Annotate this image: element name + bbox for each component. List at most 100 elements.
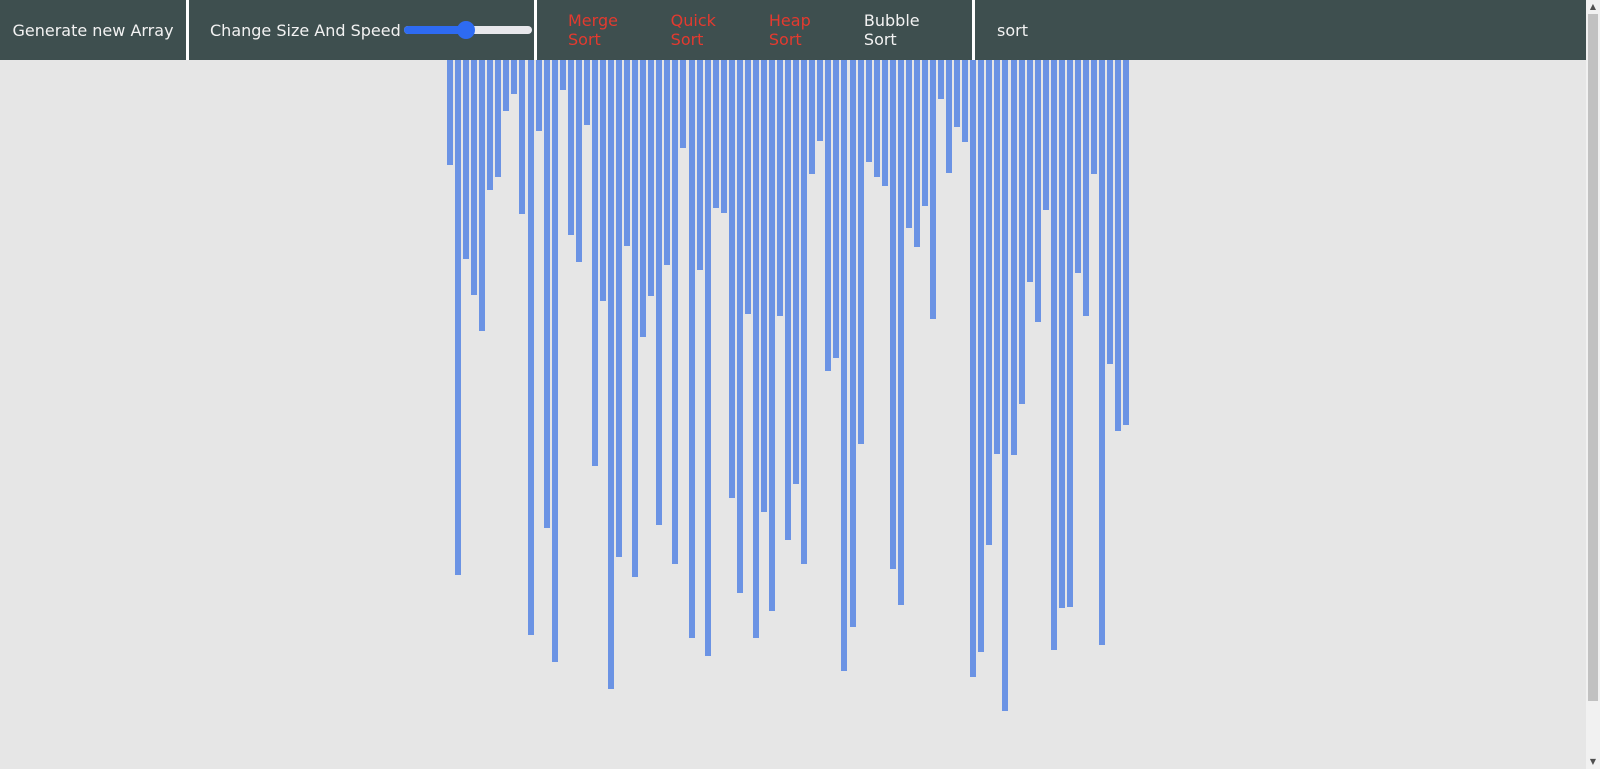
array-bar [801,60,808,564]
navbar-divider [186,0,189,60]
generate-new-array-button[interactable]: Generate new Array [0,0,186,60]
array-bar [696,60,703,270]
array-bar [479,60,486,331]
array-bar [833,60,840,358]
algorithm-menu: Merge Sort Quick Sort Heap Sort Bubble Sort [537,0,972,60]
array-bar [1123,60,1130,425]
array-bar [511,60,518,94]
array-bar [865,60,872,162]
array-bar [503,60,510,111]
array-bar [1082,60,1089,316]
array-bar [1010,60,1017,455]
array-bar [777,60,784,316]
array-bar [1058,60,1065,608]
slider-fill [403,26,467,34]
array-bar [680,60,687,148]
sort-label: sort [997,20,1028,40]
array-bar [921,60,928,206]
array-bar [994,60,1001,454]
array-bar [463,60,470,259]
array-bar [954,60,961,127]
array-bar [648,60,655,296]
array-bar [1050,60,1057,650]
array-bar [1107,60,1114,364]
array-bar [624,60,631,246]
array-bar [495,60,502,177]
array-bar [535,60,542,131]
array-bar [1026,60,1033,282]
array-bar [986,60,993,545]
array-bar [575,60,582,262]
array-bar [1002,60,1009,711]
size-speed-label: Change Size And Speed [210,20,401,40]
array-bar [672,60,679,564]
navbar-divider [534,0,537,60]
size-speed-slider[interactable] [403,21,532,39]
navbar: Generate new Array Change Size And Speed… [0,0,1586,60]
array-bar [905,60,912,228]
array-bar [567,60,574,235]
array-bar [688,60,695,638]
array-bar [720,60,727,213]
array-bar [946,60,953,173]
vertical-scrollbar[interactable]: ▲ ▼ [1586,0,1600,769]
scroll-up-icon[interactable]: ▲ [1589,2,1597,11]
slider-thumb[interactable] [457,21,476,39]
array-bar [752,60,759,638]
array-bar [543,60,550,528]
array-bar [471,60,478,295]
array-bar [881,60,888,186]
array-bar [744,60,751,314]
array-bar [897,60,904,605]
sort-button[interactable]: sort [975,0,1028,60]
array-bar [656,60,663,525]
array-bar [857,60,864,444]
array-bar [1018,60,1025,404]
array-bar [632,60,639,577]
array-bar [559,60,566,90]
array-bar [519,60,526,214]
array-bar [1074,60,1081,273]
algorithm-heap-sort[interactable]: Heap Sort [768,11,811,49]
array-bar [1115,60,1122,431]
array-bar [793,60,800,484]
array-bar [527,60,534,635]
array-bar [736,60,743,593]
array-bar [608,60,614,689]
array-bar [664,60,671,265]
array-bar [712,60,719,208]
array-bar [1042,60,1049,210]
array-bar [583,60,590,125]
array-bar [809,60,816,174]
array-bar [849,60,856,627]
scrollbar-thumb[interactable] [1588,14,1598,701]
navbar-divider [972,0,975,60]
array-bar [938,60,945,99]
array-bar [873,60,880,177]
array-bar [704,60,711,656]
algorithm-merge-sort[interactable]: Merge Sort [568,11,618,49]
array-bar [889,60,896,569]
generate-new-array-label: Generate new Array [12,20,174,40]
array-bar [591,60,598,466]
array-bar [962,60,969,142]
size-speed-control: Change Size And Speed [189,0,534,60]
array-bar [1091,60,1097,174]
array-bar [455,60,462,575]
array-bar [1034,60,1041,322]
array-bar [447,60,453,165]
algorithm-bubble-sort[interactable]: Bubble Sort [863,11,920,49]
array-bar [913,60,920,247]
array-bar [487,60,494,190]
array-bar [760,60,767,512]
algorithm-quick-sort[interactable]: Quick Sort [670,11,716,49]
array-bar [769,60,775,611]
array-bar [599,60,606,301]
array-bar [1099,60,1106,645]
array-bar [841,60,848,671]
array-bar [817,60,824,141]
array-bar [930,60,936,319]
scroll-down-icon[interactable]: ▼ [1589,757,1597,766]
array-bar [551,60,558,662]
array-bar [825,60,832,371]
